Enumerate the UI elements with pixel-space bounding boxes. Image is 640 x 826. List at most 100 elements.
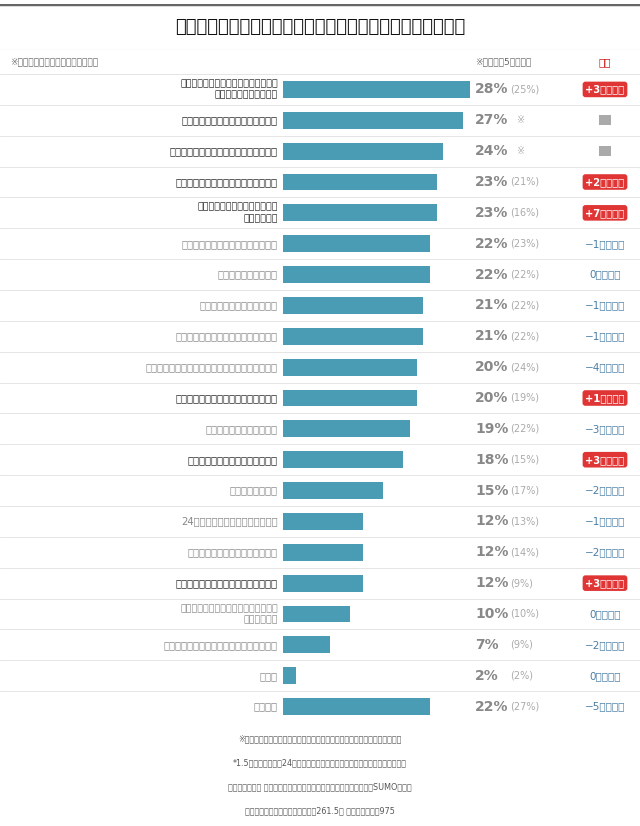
Text: (22%): (22%) (510, 301, 540, 311)
Text: 遮音性に優れた住宅に住みたくなった: 遮音性に優れた住宅に住みたくなった (176, 331, 278, 341)
Text: 15%: 15% (475, 483, 509, 497)
Bar (283, 482, 383, 499)
Text: (17%): (17%) (510, 486, 539, 496)
Text: +7ポイント: +7ポイント (586, 208, 625, 218)
Text: −1ポイント: −1ポイント (585, 516, 625, 526)
Text: 22%: 22% (475, 268, 509, 282)
Text: −1ポイント: −1ポイント (585, 301, 625, 311)
Text: 差分: 差分 (599, 57, 611, 67)
Text: (22%): (22%) (510, 269, 540, 279)
Text: 24時間ゴミ捨て場がほしくなった: 24時間ゴミ捨て場がほしくなった (181, 516, 278, 526)
Text: −3ポイント: −3ポイント (585, 424, 625, 434)
Text: +3ポイント: +3ポイント (586, 455, 625, 465)
Text: 屋上や広いバルコニーがほしくなった: 屋上や広いバルコニーがほしくなった (176, 393, 278, 403)
Text: 20%: 20% (475, 391, 508, 405)
Text: 12%: 12% (475, 545, 509, 559)
Bar (283, 698, 430, 715)
Bar (283, 605, 350, 623)
Text: 0ポイント: 0ポイント (589, 609, 621, 619)
Text: −2ポイント: −2ポイント (585, 486, 625, 496)
Text: 21%: 21% (475, 330, 509, 344)
Text: (14%): (14%) (510, 548, 539, 558)
Text: 通信環境の良い家に住みたくなった: 通信環境の良い家に住みたくなった (182, 116, 278, 126)
Bar (283, 636, 330, 653)
Bar (283, 112, 463, 129)
Text: (19%): (19%) (510, 393, 539, 403)
Text: その他: その他 (260, 671, 278, 681)
Text: (13%): (13%) (510, 516, 539, 526)
Text: ※（）内は5月時調査: ※（）内は5月時調査 (475, 58, 531, 67)
Text: +2ポイント: +2ポイント (586, 177, 625, 187)
Text: (23%): (23%) (510, 239, 539, 249)
Text: 日当たりの良い住宅に住みたくなった: 日当たりの良い住宅に住みたくなった (176, 177, 278, 187)
Text: 出典／「第２回 コロナ禍を受けた「住宅購入・建築計画者」調査」SUMO賃貸べ: 出典／「第２回 コロナ禍を受けた「住宅購入・建築計画者」調査」SUMO賃貸べ (228, 782, 412, 791)
Text: 12%: 12% (475, 515, 509, 529)
Text: +3ポイント: +3ポイント (586, 84, 625, 94)
Text: リビングに間仕切りされたスペースが
ほしくなった: リビングに間仕切りされたスペースが ほしくなった (180, 604, 278, 624)
Text: 21%: 21% (475, 298, 509, 312)
Bar (283, 358, 417, 376)
Bar (283, 81, 470, 98)
Bar (283, 451, 403, 468)
Text: シューズインクローゼットがほしくなった: シューズインクローゼットがほしくなった (164, 640, 278, 650)
Bar (283, 575, 363, 591)
Text: 0ポイント: 0ポイント (589, 269, 621, 279)
Text: 12%: 12% (475, 577, 509, 590)
Bar (283, 513, 363, 530)
Text: インテリアにこだわりたくなった: インテリアにこだわりたくなった (188, 548, 278, 558)
Text: 18%: 18% (475, 453, 509, 467)
Text: −5ポイント: −5ポイント (585, 701, 625, 711)
Text: 22%: 22% (475, 700, 509, 714)
Bar (283, 390, 417, 406)
Text: −4ポイント: −4ポイント (585, 362, 625, 373)
Text: −2ポイント: −2ポイント (585, 640, 625, 650)
Text: 24%: 24% (475, 145, 509, 158)
Text: (22%): (22%) (510, 424, 540, 434)
Text: ※: ※ (516, 116, 524, 126)
Bar (283, 667, 296, 684)
Text: 自然が感じられる住宅にしたくなった: 自然が感じられる住宅にしたくなった (176, 578, 278, 588)
Bar (283, 204, 436, 221)
Text: 特にない: 特にない (254, 701, 278, 711)
Text: 20%: 20% (475, 360, 508, 374)
Bar (283, 297, 423, 314)
Text: ※太字は前回比プラスになった項目: ※太字は前回比プラスになった項目 (10, 58, 98, 67)
Bar (283, 143, 444, 159)
Text: 部屋数がほしくなった: 部屋数がほしくなった (218, 269, 278, 279)
Text: 10%: 10% (475, 607, 508, 621)
Text: −1ポイント: −1ポイント (585, 239, 625, 249)
Text: 換気性能に優れた住宅に住みたくなった: 換気性能に優れた住宅に住みたくなった (170, 146, 278, 156)
Bar (599, 116, 611, 126)
Bar (283, 544, 363, 561)
Text: 19%: 19% (475, 422, 508, 436)
Text: (15%): (15%) (510, 455, 539, 465)
Bar (283, 266, 430, 283)
Text: (10%): (10%) (510, 609, 539, 619)
Text: (27%): (27%) (510, 701, 540, 711)
Text: 0ポイント: 0ポイント (589, 671, 621, 681)
Text: +1ポイント: +1ポイント (586, 393, 625, 403)
Text: 27%: 27% (475, 113, 508, 127)
Text: 収納量を増やしたくなった: 収納量を増やしたくなった (206, 424, 278, 434)
Text: コロナ拡大による住宅に求める条件の変化グラフ（首都圏）: コロナ拡大による住宅に求める条件の変化グラフ（首都圏） (175, 18, 465, 36)
Text: (24%): (24%) (510, 362, 539, 373)
Text: 28%: 28% (475, 83, 509, 97)
Text: ※: ※ (516, 146, 524, 156)
Text: (16%): (16%) (510, 208, 539, 218)
Text: 23%: 23% (475, 175, 508, 189)
Text: (22%): (22%) (510, 331, 540, 341)
Text: (9%): (9%) (510, 640, 533, 650)
Text: 7%: 7% (475, 638, 499, 652)
Text: 広いリビングがほしくなった: 広いリビングがほしくなった (200, 301, 278, 311)
Text: 自宅内で運動できるスペースが
ほしくなった: 自宅内で運動できるスペースが ほしくなった (198, 203, 278, 223)
Text: ※：今回調査から選択肢に追加した項目（前回調査では選択肢に含まれず）: ※：今回調査から選択肢に追加した項目（前回調査では選択肢に含まれず） (238, 734, 402, 743)
Text: ウェイトバック後サンプル数：約261.5万 東サンプル数：975: ウェイトバック後サンプル数：約261.5万 東サンプル数：975 (245, 806, 395, 815)
Text: +3ポイント: +3ポイント (586, 578, 625, 588)
Text: 2%: 2% (475, 669, 499, 683)
Text: *1.5月時調査では「24時間換気性能に優れた住宅に住みたくなった」選択肢: *1.5月時調査では「24時間換気性能に優れた住宅に住みたくなった」選択肢 (233, 758, 407, 767)
Text: 通風に優れた住宅に住みたくなった: 通風に優れた住宅に住みたくなった (182, 239, 278, 249)
Bar (283, 173, 436, 191)
Bar (283, 328, 423, 344)
Text: −2ポイント: −2ポイント (585, 548, 625, 558)
Bar (599, 146, 611, 156)
